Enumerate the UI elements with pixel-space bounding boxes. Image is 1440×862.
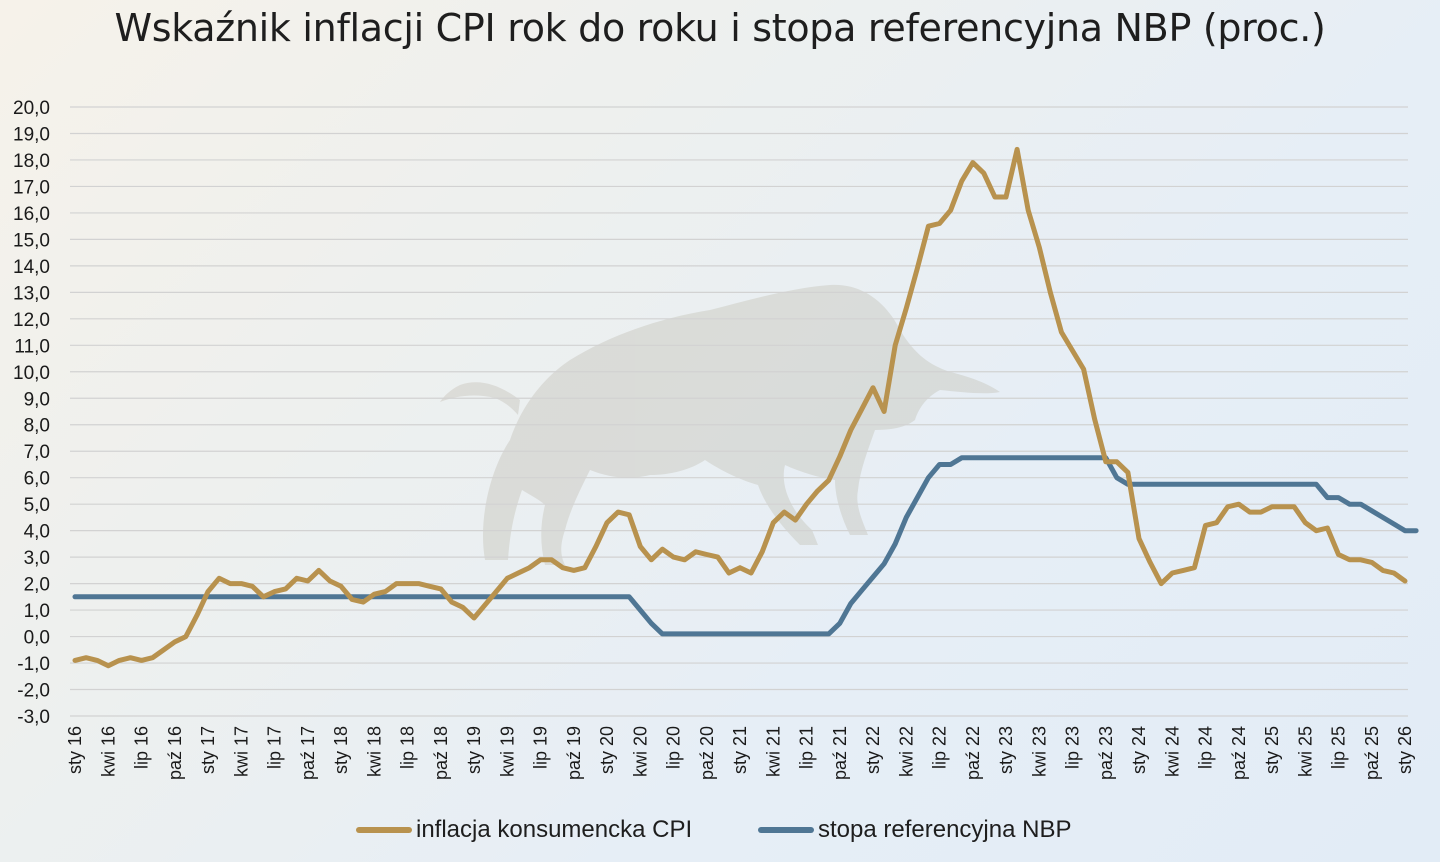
y-tick-label: 7,0	[24, 442, 50, 463]
y-tick-label: 14,0	[13, 257, 50, 278]
y-tick-label: 1,0	[24, 601, 50, 622]
y-tick-label: 4,0	[24, 522, 50, 543]
x-tick-label: kwi 24	[1162, 726, 1182, 777]
x-tick-label: sty 21	[730, 726, 750, 774]
y-tick-label: -3,0	[17, 707, 50, 728]
x-tick-label: paź 23	[1096, 726, 1116, 780]
series-line-nbp	[72, 455, 1419, 637]
y-tick-label: 15,0	[13, 230, 50, 251]
y-tick-label: 9,0	[24, 389, 50, 410]
y-tick-label: 2,0	[24, 575, 50, 596]
x-tick-label: kwi 17	[231, 726, 251, 777]
x-tick-label: paź 20	[697, 726, 717, 780]
y-tick-label: 11,0	[14, 336, 50, 357]
y-tick-label: 3,0	[24, 548, 50, 569]
x-tick-label: kwi 16	[98, 726, 118, 777]
y-tick-label: -1,0	[17, 654, 50, 675]
x-tick-label: sty 22	[863, 726, 883, 774]
x-tick-label: paź 21	[830, 726, 850, 780]
x-tick-label: lip 21	[797, 726, 817, 769]
x-tick-label: lip 23	[1063, 726, 1083, 769]
x-tick-label: lip 18	[398, 726, 418, 769]
y-tick-label: 18,0	[13, 151, 50, 172]
y-tick-label: 16,0	[13, 204, 50, 225]
y-axis-ticks: 20,0 19,0 18,0 17,0 16,0 15,0 14,0 13,0 12,0 11,0…	[13, 98, 50, 728]
x-tick-label: sty 16	[65, 726, 85, 774]
x-tick-label: paź 25	[1362, 726, 1382, 780]
x-tick-label: kwi 23	[1029, 726, 1049, 777]
series-line-cpi	[72, 146, 1408, 669]
x-tick-label: kwi 19	[497, 726, 517, 777]
x-tick-label: lip 20	[664, 726, 684, 769]
chart-legend: inflacja konsumencka CPI stopa referency…	[0, 816, 1440, 852]
x-tick-label: sty 23	[996, 726, 1016, 774]
y-tick-label: 5,0	[24, 495, 50, 516]
y-tick-label: 13,0	[13, 283, 50, 304]
x-tick-label: sty 25	[1262, 726, 1282, 774]
y-tick-label: 19,0	[13, 124, 50, 145]
x-tick-label: paź 19	[564, 726, 584, 780]
x-tick-label: lip 17	[265, 726, 285, 769]
y-tick-label: 17,0	[13, 177, 50, 198]
x-tick-label: paź 17	[298, 726, 318, 780]
x-tick-label: lip 22	[930, 726, 950, 769]
y-tick-label: 10,0	[13, 363, 50, 384]
x-tick-label: sty 26	[1395, 726, 1415, 774]
y-tick-label: 12,0	[13, 310, 50, 331]
x-tick-label: sty 18	[331, 726, 351, 774]
x-tick-label: kwi 22	[896, 726, 916, 777]
legend-label-nbp: stopa referencyjna NBP	[818, 816, 1072, 843]
legend-item-nbp: stopa referencyjna NBP	[758, 816, 1071, 844]
x-tick-label: kwi 18	[364, 726, 384, 777]
x-axis-ticks: sty 16 kwi 16 lip 16 paź 16 sty 17 kwi 17 lip …	[65, 726, 1415, 780]
y-tick-label: 6,0	[24, 469, 50, 490]
x-tick-label: sty 19	[464, 726, 484, 774]
x-tick-label: kwi 21	[763, 726, 783, 777]
legend-label-cpi: inflacja konsumencka CPI	[416, 816, 693, 843]
x-tick-label: sty 20	[597, 726, 617, 774]
y-tick-label: 8,0	[24, 416, 50, 437]
x-tick-label: lip 25	[1329, 726, 1349, 769]
x-tick-label: paź 24	[1229, 726, 1249, 780]
x-tick-label: paź 18	[431, 726, 451, 780]
x-tick-label: lip 24	[1196, 726, 1216, 769]
series-lines	[72, 146, 1419, 669]
x-tick-label: sty 17	[198, 726, 218, 774]
legend-item-cpi: inflacja konsumencka CPI	[356, 816, 692, 844]
x-tick-label: sty 24	[1129, 726, 1149, 774]
x-tick-label: lip 16	[132, 726, 152, 769]
y-tick-label: 20,0	[13, 98, 50, 119]
legend-swatch-cpi	[356, 827, 412, 833]
x-tick-label: kwi 25	[1295, 726, 1315, 777]
chart-title: Wskaźnik inflacji CPI rok do roku i stop…	[114, 6, 1326, 50]
x-tick-label: paź 22	[963, 726, 983, 780]
y-tick-label: 0,0	[24, 628, 50, 649]
x-tick-label: lip 19	[531, 726, 551, 769]
y-tick-label: -2,0	[17, 681, 50, 702]
x-tick-label: kwi 20	[630, 726, 650, 777]
x-tick-label: paź 16	[165, 726, 185, 780]
legend-swatch-nbp	[758, 827, 814, 833]
